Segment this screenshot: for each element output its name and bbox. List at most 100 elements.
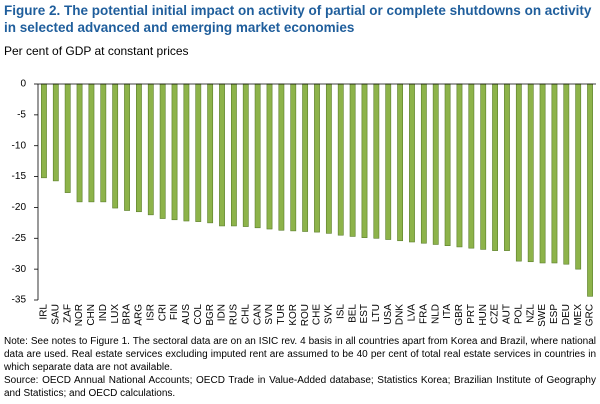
chart-subtitle: Per cent of GDP at constant prices xyxy=(4,44,189,58)
bar xyxy=(492,83,498,251)
x-tick-label: NOR xyxy=(74,304,85,326)
x-tick-label: ITA xyxy=(442,304,453,319)
x-tick-label: HUN xyxy=(478,304,489,326)
x-tick-label: RUS xyxy=(229,304,240,325)
bar xyxy=(112,83,119,209)
bar xyxy=(551,83,558,264)
y-tick-label: 0 xyxy=(20,79,26,90)
bar xyxy=(468,83,475,249)
x-tick-label: KOR xyxy=(288,304,299,326)
bar xyxy=(76,83,83,203)
bar xyxy=(100,83,107,203)
bar xyxy=(136,83,142,213)
bar xyxy=(361,83,368,238)
y-tick-label: -5 xyxy=(17,109,26,120)
source: Source: OECD Annual National Accounts; O… xyxy=(4,375,596,399)
x-tick-label: DNK xyxy=(395,304,406,325)
bar xyxy=(183,83,190,222)
bar xyxy=(456,83,463,248)
bar xyxy=(314,83,320,233)
bar xyxy=(432,83,439,245)
x-tick-label: TUR xyxy=(276,304,287,325)
y-tick-label: -25 xyxy=(12,233,27,244)
bar xyxy=(563,83,570,265)
bar xyxy=(587,83,593,297)
x-tick-label: GBR xyxy=(454,304,465,326)
x-tick-label: LUX xyxy=(110,304,121,324)
bar xyxy=(147,83,154,216)
bar xyxy=(420,83,427,244)
x-tick-label: BEL xyxy=(347,304,358,323)
bar xyxy=(124,83,130,211)
x-tick-label: NZL xyxy=(525,304,536,323)
x-tick-label: NLD xyxy=(430,304,441,324)
bar xyxy=(41,83,47,179)
bar xyxy=(325,83,332,234)
x-tick-label: IRL xyxy=(39,304,50,320)
bar xyxy=(397,83,404,242)
bar xyxy=(195,83,202,222)
x-tick-label: SAU xyxy=(50,304,61,325)
y-tick-label: -35 xyxy=(12,295,27,306)
x-tick-label: PRT xyxy=(466,304,477,324)
bar xyxy=(385,83,392,240)
x-tick-label: ESP xyxy=(549,304,560,324)
x-tick-label: GRC xyxy=(585,304,596,326)
bar xyxy=(207,83,214,224)
x-tick-label: LVA xyxy=(407,304,418,322)
x-tick-label: IDN xyxy=(217,304,228,321)
bar xyxy=(278,83,285,231)
bar xyxy=(254,83,261,229)
y-tick-label: -30 xyxy=(12,264,27,275)
x-tick-label: BRA xyxy=(122,304,133,325)
x-tick-label: AUS xyxy=(181,304,192,325)
bar xyxy=(337,83,344,236)
x-tick-label: AUT xyxy=(502,304,513,324)
x-tick-label: ARG xyxy=(134,304,145,326)
y-tick-label: -20 xyxy=(12,202,27,213)
x-tick-label: CHL xyxy=(240,304,251,324)
x-tick-label: IND xyxy=(98,304,109,321)
bar xyxy=(373,83,380,239)
bar xyxy=(539,83,546,264)
bar xyxy=(64,83,71,193)
x-tick-label: ISR xyxy=(145,304,156,321)
x-tick-label: CHE xyxy=(312,304,323,325)
x-tick-label: SWE xyxy=(537,304,548,327)
x-tick-label: FRA xyxy=(418,304,429,324)
bar xyxy=(349,83,356,237)
x-tick-label: LTU xyxy=(371,304,382,322)
bar xyxy=(159,83,166,219)
bar xyxy=(515,83,522,262)
chart-title: Figure 2. The potential initial impact o… xyxy=(4,3,592,35)
bar xyxy=(52,83,59,182)
bar xyxy=(527,83,534,263)
x-tick-label: CAN xyxy=(252,304,263,325)
bar xyxy=(480,83,487,250)
bar xyxy=(290,83,297,232)
bar xyxy=(266,83,273,230)
x-tick-label: USA xyxy=(383,304,394,325)
x-tick-label: CZE xyxy=(490,304,501,324)
x-tick-label: ROU xyxy=(300,304,311,326)
y-tick-label: -15 xyxy=(12,171,27,182)
bar xyxy=(409,83,415,243)
note: Note: See notes to Figure 1. The sectora… xyxy=(4,336,596,373)
x-tick-label: SVN xyxy=(264,304,275,325)
bar xyxy=(504,83,510,251)
y-tick-label: -10 xyxy=(12,140,27,151)
bar xyxy=(219,83,225,227)
bar xyxy=(171,83,178,221)
bar xyxy=(444,83,451,246)
x-tick-label: CRI xyxy=(157,304,168,321)
x-tick-label: DEU xyxy=(561,304,572,325)
x-tick-label: BGR xyxy=(205,304,216,326)
bar xyxy=(88,83,95,203)
bar xyxy=(230,83,237,227)
x-tick-label: CHN xyxy=(86,304,97,326)
x-tick-label: ZAF xyxy=(62,304,73,323)
bar xyxy=(302,83,309,232)
x-tick-label: EST xyxy=(359,304,370,323)
